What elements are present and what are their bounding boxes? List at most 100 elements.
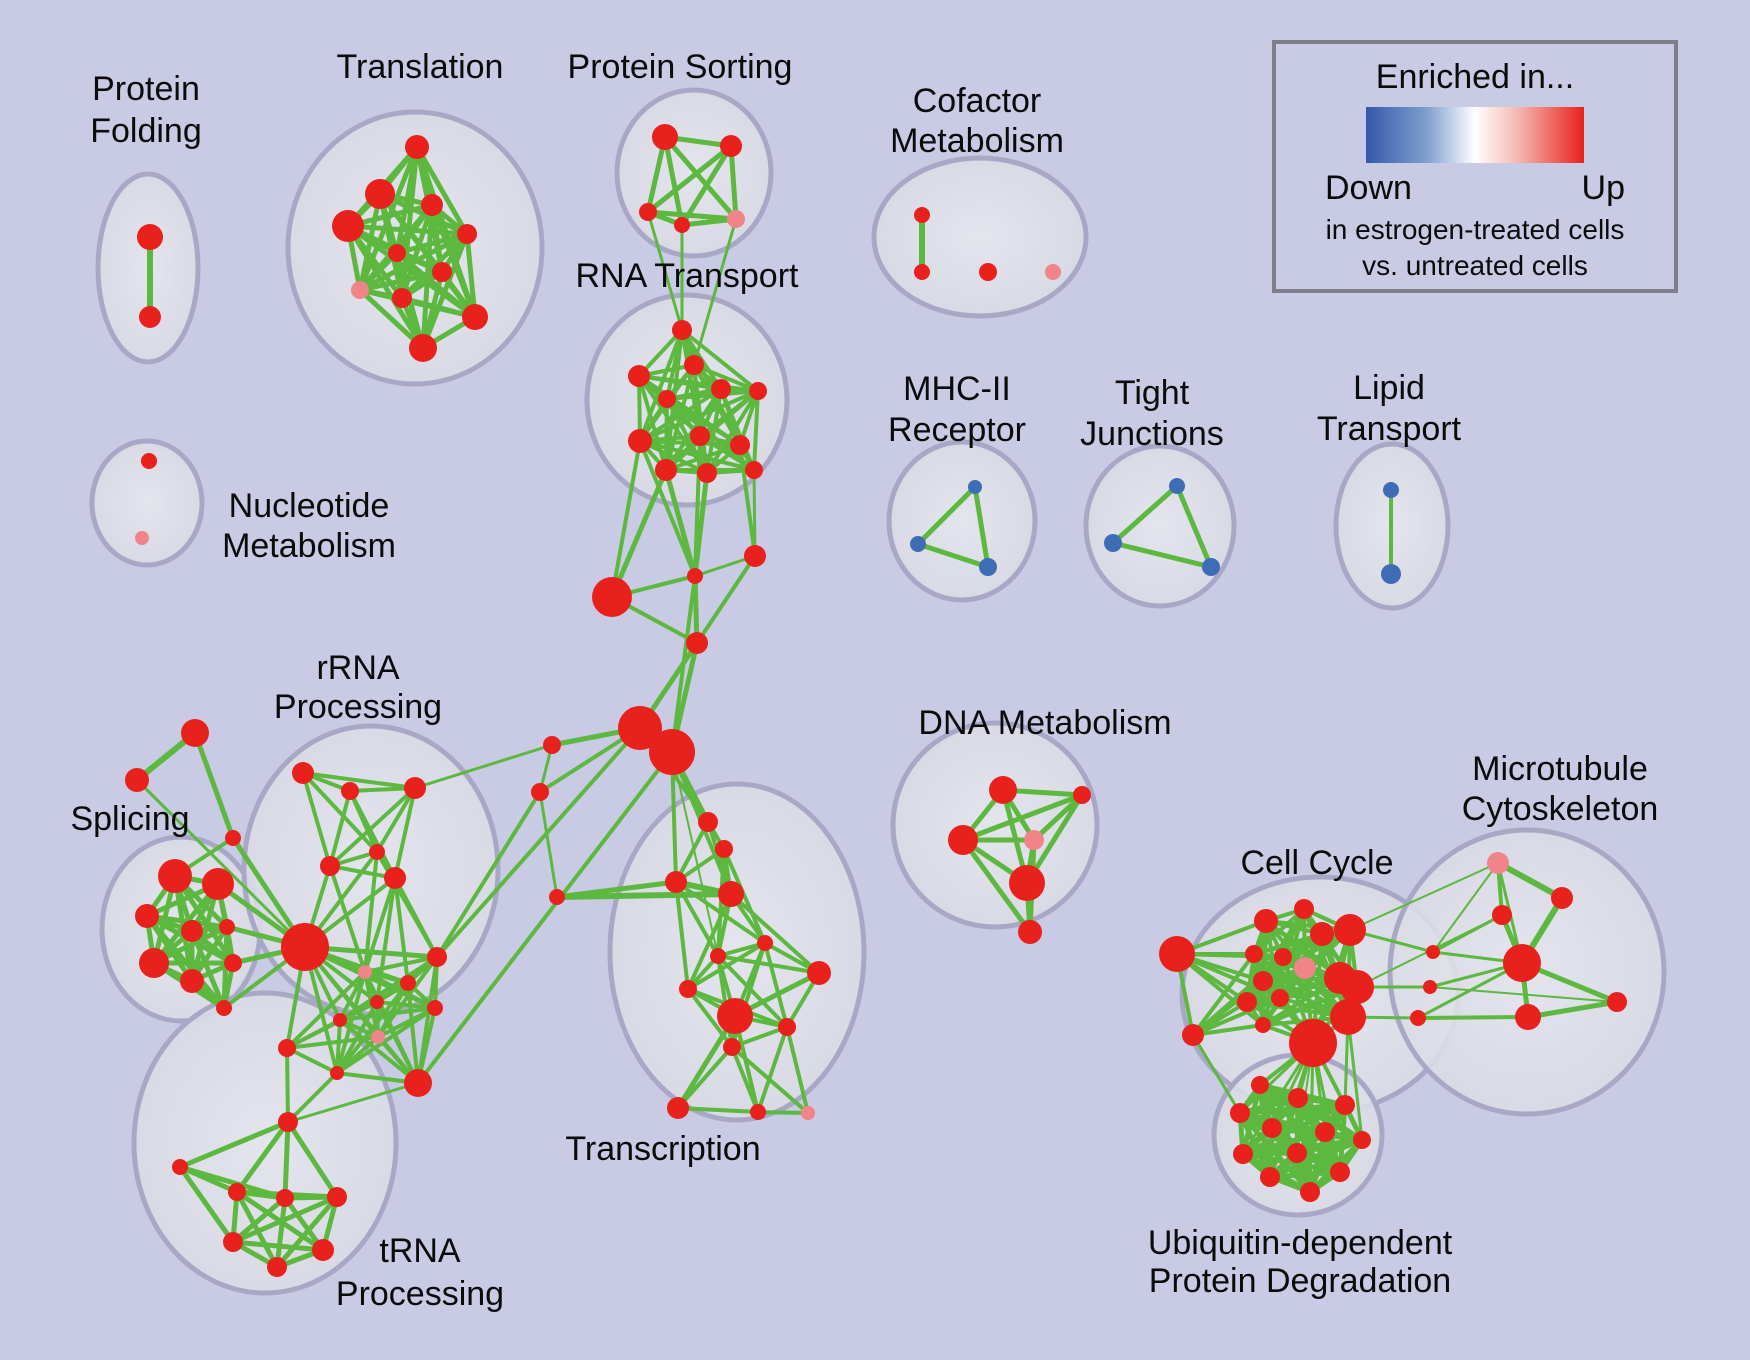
rna-transport-edge bbox=[698, 434, 756, 472]
rna-transport-edge bbox=[692, 363, 760, 393]
rna-transport-node bbox=[697, 463, 717, 483]
transcription-edge bbox=[763, 941, 789, 1029]
transcription-edge bbox=[785, 1025, 810, 1115]
rrna-processing-node bbox=[404, 777, 426, 799]
ubiquitin-degradation-node bbox=[1230, 1103, 1250, 1123]
connector-edge bbox=[692, 217, 738, 367]
rrna-processing-edge bbox=[285, 1018, 342, 1050]
nucleotide-metabolism-label: Nucleotide bbox=[229, 487, 390, 525]
rrna-processing-node bbox=[369, 844, 385, 860]
cofactor-metabolism-label: Metabolism bbox=[890, 122, 1064, 160]
mhc-ii-receptor-label: MHC-II bbox=[903, 370, 1011, 408]
nucleotide-metabolism-ellipse bbox=[89, 438, 205, 568]
dna-metabolism-node bbox=[989, 776, 1017, 804]
cell-cycle-node bbox=[1310, 922, 1334, 946]
microtubule-cytoskeleton-node bbox=[1503, 944, 1541, 982]
tight-junctions-ellipse bbox=[1083, 443, 1237, 609]
cell-cycle-edge bbox=[1252, 952, 1350, 1019]
cofactor-metabolism-node bbox=[914, 264, 930, 280]
splicing-node bbox=[181, 920, 203, 942]
protein-folding-node bbox=[137, 224, 163, 250]
rrna-processing-edge bbox=[335, 1000, 379, 1075]
ubiquitin-degradation-label: Ubiquitin-dependent bbox=[1148, 1224, 1453, 1262]
connector-edge bbox=[1308, 1041, 1315, 1194]
connectors-node bbox=[686, 632, 708, 654]
rna-transport-node bbox=[672, 320, 692, 340]
rrna-processing-edge bbox=[301, 771, 379, 854]
rna-transport-node bbox=[684, 355, 704, 375]
rna-transport-node bbox=[730, 435, 750, 455]
rna-transport-edge bbox=[638, 439, 742, 447]
rna-transport-node bbox=[711, 379, 731, 399]
splicing-node bbox=[219, 919, 235, 935]
rna-transport-edge bbox=[752, 389, 760, 472]
translation-node bbox=[332, 210, 364, 242]
connector-edge bbox=[1429, 986, 1618, 1003]
transcription-edge bbox=[686, 892, 733, 991]
connectors-node bbox=[549, 889, 565, 905]
splicing-node bbox=[180, 969, 204, 993]
rrna-processing-edge bbox=[338, 1006, 437, 1022]
connector-edge bbox=[692, 470, 710, 579]
transcription-node bbox=[715, 840, 733, 858]
rrna-processing-node bbox=[371, 1030, 385, 1044]
rrna-processing-edge bbox=[285, 1046, 339, 1075]
translation-node bbox=[405, 135, 429, 159]
translation-node bbox=[392, 288, 412, 308]
cluster-labels: Protein Folding Translation Protein Sorting… bbox=[70, 48, 1658, 1313]
connector-edge bbox=[1191, 1033, 1242, 1115]
dna-metabolism-node bbox=[1018, 920, 1042, 944]
dna-metabolism-node bbox=[1009, 865, 1045, 901]
trna-processing-edge bbox=[230, 1195, 288, 1245]
translation-node bbox=[365, 179, 395, 209]
transcription-edge bbox=[716, 847, 726, 958]
cell-cycle-node bbox=[1159, 936, 1195, 972]
trna-processing-edge bbox=[177, 1164, 236, 1245]
cell-cycle-edge bbox=[1191, 1023, 1265, 1037]
connector-edge bbox=[646, 210, 684, 332]
translation-edge bbox=[357, 269, 445, 293]
connector-edge bbox=[538, 790, 559, 899]
cell-cycle-label: Cell Cycle bbox=[1240, 844, 1393, 882]
cell-cycle-node bbox=[1182, 1024, 1204, 1046]
connector-edge bbox=[671, 751, 719, 957]
translation-node bbox=[388, 244, 406, 262]
tight-junctions-label: Junctions bbox=[1080, 415, 1224, 453]
cell-cycle-edge bbox=[1191, 952, 1256, 1037]
legend-caption-line2: vs. untreated cells bbox=[1362, 250, 1588, 281]
microtubule-cytoskeleton-node bbox=[1487, 852, 1509, 874]
ubiquitin-degradation-edge bbox=[1240, 1151, 1343, 1175]
cell-cycle-node bbox=[1237, 992, 1257, 1012]
rrna-processing-edge bbox=[335, 970, 367, 1075]
connectors-node bbox=[543, 736, 561, 754]
microtubule-cytoskeleton-label: Microtubule bbox=[1472, 750, 1648, 788]
splicing-edge bbox=[172, 873, 236, 966]
transcription-node bbox=[801, 1106, 815, 1120]
rna-transport-node bbox=[745, 461, 763, 479]
connectors-node bbox=[744, 545, 766, 567]
trna-processing-edge bbox=[177, 1119, 291, 1170]
dna-metabolism-node bbox=[1073, 786, 1091, 804]
transcription-node bbox=[807, 961, 831, 985]
connector-edge bbox=[554, 891, 734, 900]
rrna-processing-node bbox=[292, 762, 314, 784]
rna-transport-edge bbox=[664, 443, 742, 472]
ubiquitin-degradation-edge bbox=[1267, 1169, 1343, 1180]
protein-folding-label: Folding bbox=[90, 112, 202, 150]
microtubule-cytoskeleton-node bbox=[1492, 905, 1512, 925]
rrna-processing-edge bbox=[335, 1035, 380, 1075]
transcription-node bbox=[665, 871, 687, 893]
dna-metabolism-label: DNA Metabolism bbox=[918, 704, 1171, 742]
legend-title: Enriched in... bbox=[1375, 58, 1575, 96]
connector-edge bbox=[435, 790, 542, 959]
cell-cycle-edge bbox=[1252, 907, 1306, 956]
trna-processing-label: tRNA bbox=[379, 1232, 461, 1270]
legend-caption-line1: in estrogen-treated cells bbox=[1325, 214, 1625, 245]
microtubule-cytoskeleton-node bbox=[1551, 887, 1573, 909]
ubiquitin-degradation-node bbox=[1300, 1182, 1320, 1202]
splicing-node bbox=[202, 868, 234, 900]
splicing-node bbox=[135, 904, 159, 928]
translation-edge bbox=[464, 231, 478, 320]
connector-edge bbox=[738, 443, 757, 558]
transcription-edge bbox=[722, 847, 767, 945]
